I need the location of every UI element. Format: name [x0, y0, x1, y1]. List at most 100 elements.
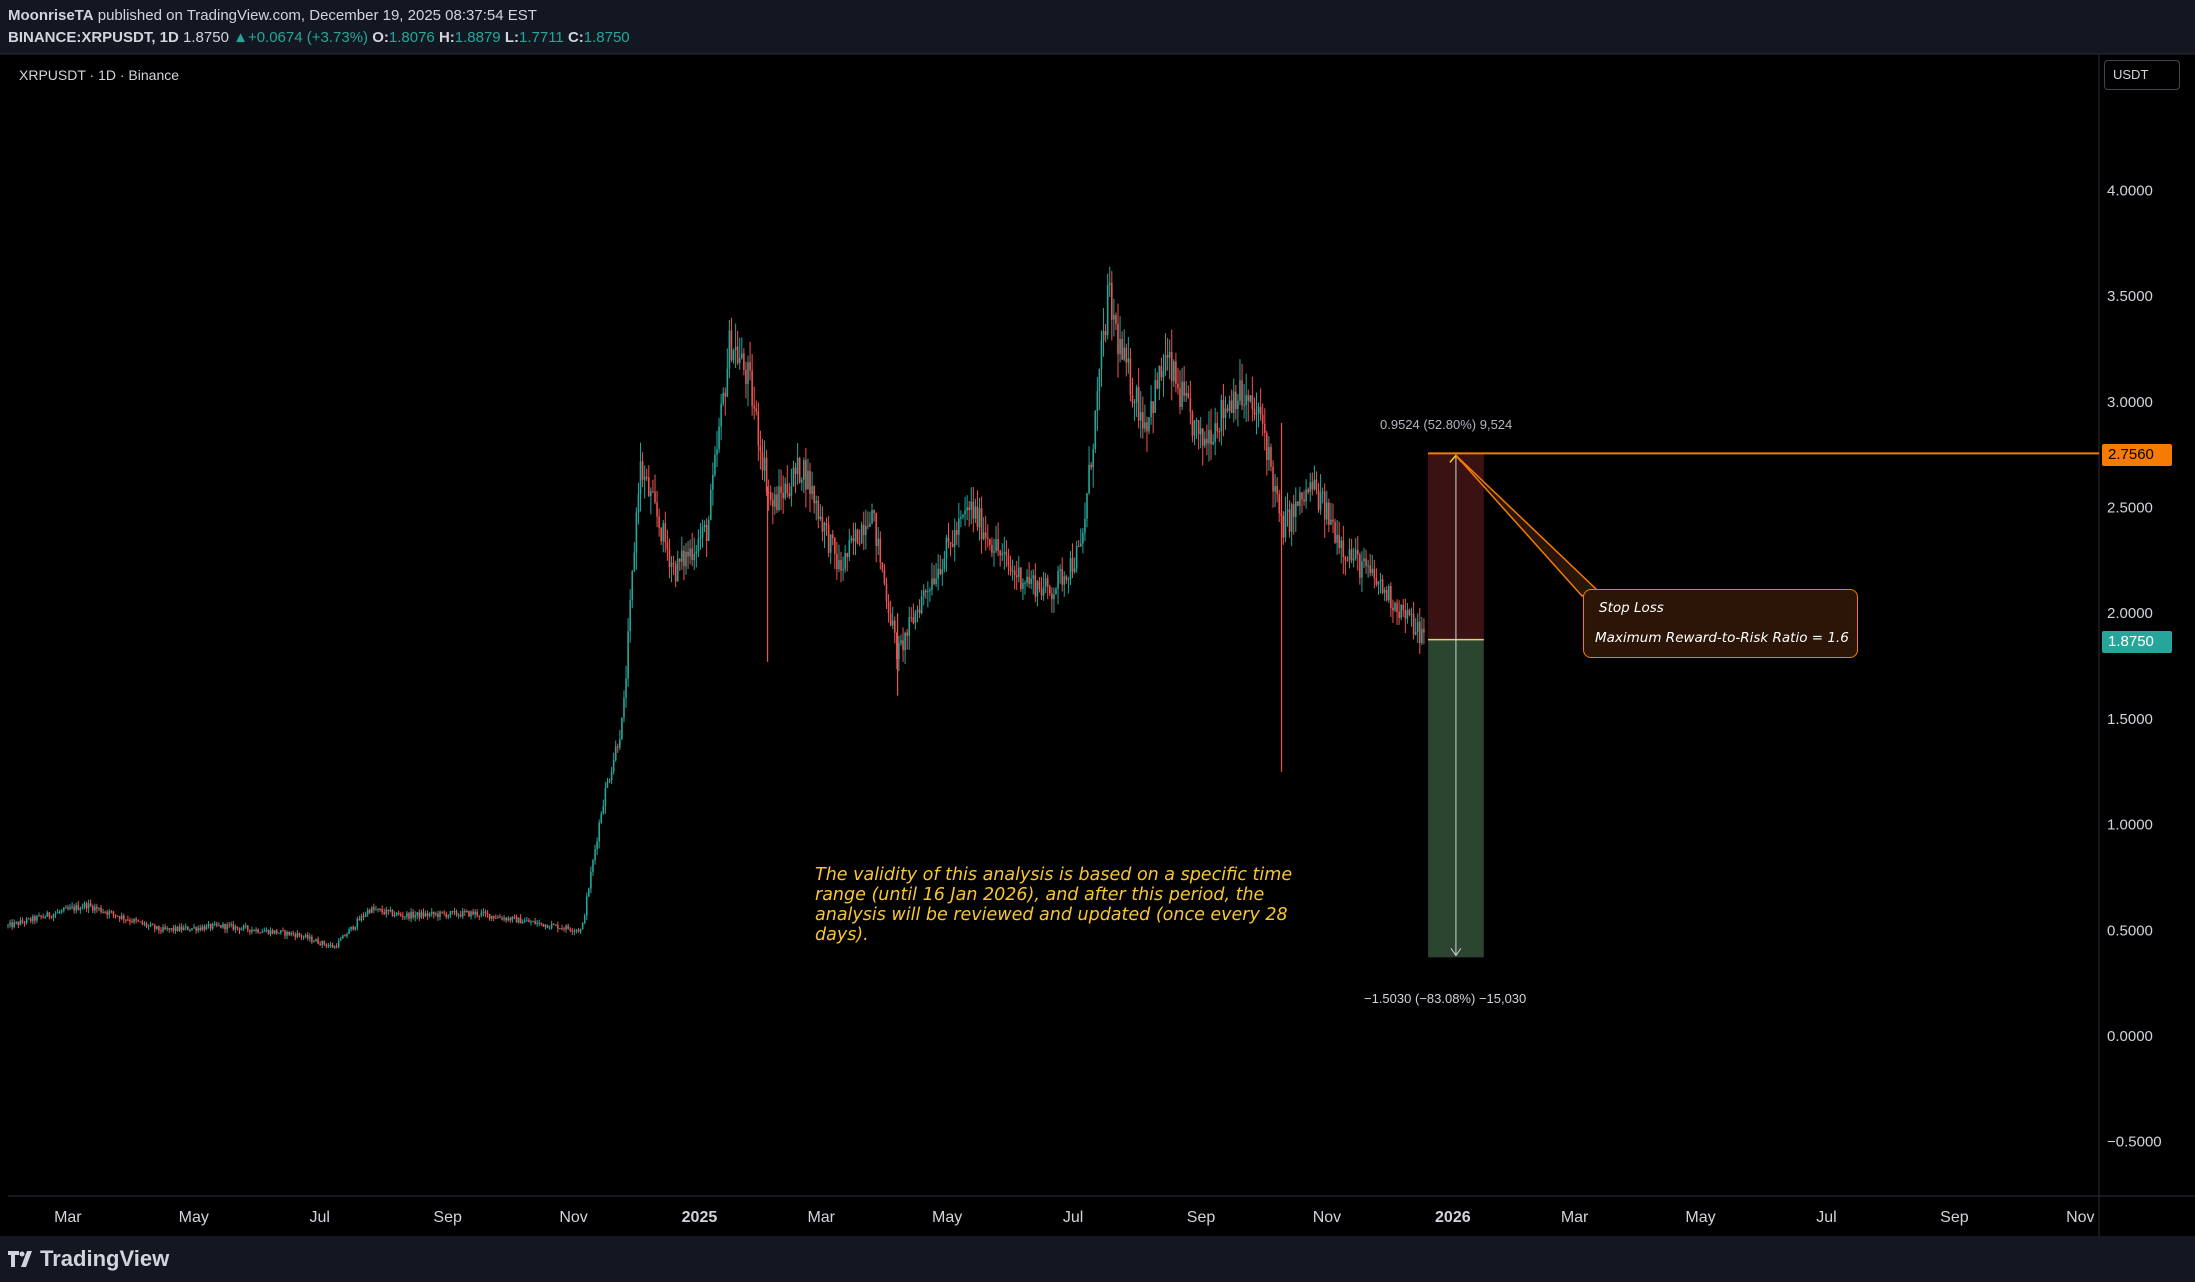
candle-body — [561, 928, 563, 930]
candle-body — [970, 501, 973, 510]
x-tick-label: Mar — [807, 1209, 835, 1226]
candle-body — [997, 539, 999, 551]
candle-body — [526, 920, 528, 922]
currency-button[interactable]: USDT — [2104, 60, 2180, 90]
candle-body — [228, 924, 230, 926]
candle-body — [1361, 561, 1363, 578]
candle-body — [424, 913, 427, 917]
candle-body — [224, 923, 226, 930]
candle-body — [83, 903, 86, 908]
candle-body — [112, 911, 115, 915]
candle-body — [15, 921, 18, 923]
candle-body — [1015, 575, 1018, 578]
candle-body — [308, 936, 311, 939]
candle-body — [1239, 380, 1241, 401]
candle-body — [160, 930, 162, 932]
candle-body — [1160, 366, 1163, 378]
candle-body — [747, 362, 749, 384]
candle-body — [302, 936, 305, 938]
candle-body — [869, 523, 871, 527]
candle-body — [412, 911, 414, 918]
candle-body — [197, 927, 199, 931]
publish-info: MoonriseTA published on TradingView.com,… — [8, 7, 537, 24]
author-name[interactable]: MoonriseTA — [8, 7, 94, 24]
candle-body — [1218, 431, 1221, 433]
candle-body — [922, 590, 925, 597]
candle-body — [441, 911, 443, 913]
candle-body — [664, 523, 667, 543]
candle-body — [523, 920, 526, 923]
candle-body — [44, 916, 47, 918]
candle-body — [751, 370, 753, 406]
candle-body — [1398, 611, 1400, 618]
candle-body — [265, 929, 268, 931]
candle-body — [428, 913, 431, 916]
candle-body — [304, 934, 307, 937]
y-tick-label: 3.5000 — [2107, 288, 2153, 305]
candle-body — [1011, 570, 1014, 572]
candle-body — [209, 924, 212, 929]
candle-body — [1170, 352, 1173, 382]
candle-body — [536, 922, 538, 924]
candle-body — [1418, 621, 1421, 644]
candle-body — [381, 909, 383, 913]
x-tick-label: Sep — [1187, 1209, 1216, 1226]
y-tick-label: 3.0000 — [2107, 394, 2153, 411]
candle-body — [238, 927, 241, 931]
candle-body — [600, 813, 603, 823]
candle-body — [482, 911, 485, 913]
candle-body — [991, 544, 993, 553]
candle-body — [1412, 614, 1415, 635]
candle-body — [77, 905, 80, 911]
candle-body — [1117, 323, 1119, 355]
candle-body — [166, 928, 168, 930]
candle-body — [507, 917, 510, 921]
candle-body — [1387, 586, 1390, 601]
candle-body — [333, 946, 336, 948]
candle-body — [282, 930, 284, 932]
current-price-tag: 1.8750 — [2102, 631, 2172, 653]
candle-body — [623, 697, 625, 718]
candle-body — [931, 578, 933, 590]
chart-legend-symbol: XRPUSDT · 1D · Binance — [19, 67, 180, 83]
candle-body — [821, 516, 824, 532]
candle-body — [972, 501, 975, 519]
candle-body — [1061, 569, 1063, 585]
candle-body — [1199, 428, 1202, 435]
candle-body — [614, 746, 617, 761]
x-tick-label: Nov — [1313, 1209, 1341, 1226]
candle-body — [718, 426, 720, 450]
candle-body — [588, 888, 590, 897]
candle-body — [1204, 438, 1206, 446]
candle-body — [1127, 358, 1130, 363]
candle-body — [889, 613, 892, 626]
candle-body — [1350, 549, 1353, 561]
candle-body — [666, 542, 669, 550]
candle-body — [371, 907, 373, 913]
candle-body — [11, 922, 13, 927]
tradingview-logo[interactable]: TradingView — [8, 1246, 169, 1272]
candle-body — [255, 929, 257, 932]
candle-body — [1309, 482, 1312, 493]
candle-body — [437, 913, 439, 917]
candle-body — [774, 494, 776, 507]
candle-body — [621, 717, 623, 740]
candle-body — [986, 537, 989, 540]
candle-body — [348, 929, 350, 934]
y-tick-label: 0.5000 — [2107, 922, 2153, 939]
candle-body — [1210, 429, 1212, 445]
candle-body — [606, 781, 609, 788]
candle-body — [226, 924, 228, 930]
candle-body — [474, 911, 476, 915]
candle-body — [222, 923, 224, 928]
candle-body — [577, 930, 580, 932]
candle-body — [319, 943, 321, 946]
candle-body — [749, 362, 751, 371]
candle-body — [707, 519, 710, 542]
candle-body — [253, 929, 255, 932]
candle-body — [191, 928, 193, 930]
candle-body — [825, 522, 828, 525]
candle-body — [271, 930, 274, 934]
candle-body — [798, 457, 801, 483]
